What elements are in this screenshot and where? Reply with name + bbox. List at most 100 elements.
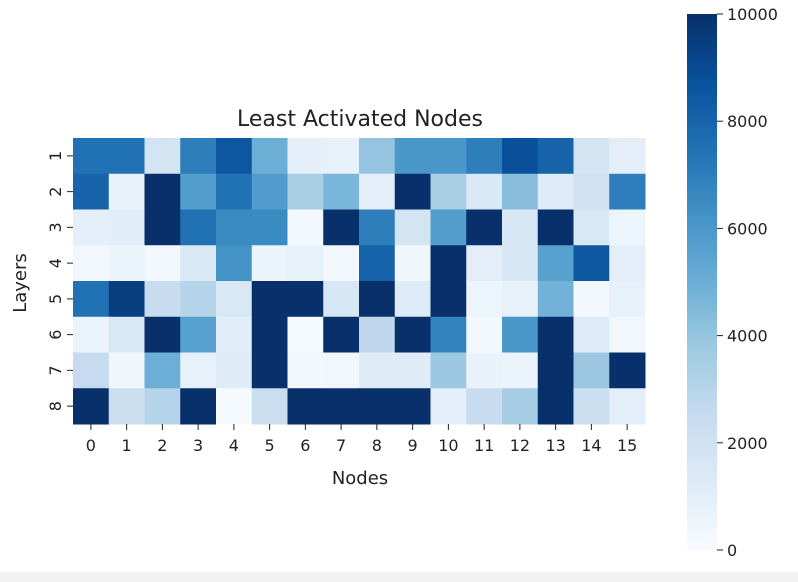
heatmap-cell [466, 245, 503, 282]
heatmap-cell [466, 316, 503, 353]
heatmap-cell [323, 245, 360, 282]
heatmap-cell [609, 209, 646, 246]
heatmap-cell [466, 352, 503, 389]
heatmap-cell [180, 281, 217, 318]
heatmap-cell [394, 209, 431, 246]
heatmap-cell [430, 173, 467, 210]
heatmap-cell [216, 173, 253, 210]
heatmap-cell [609, 352, 646, 389]
heatmap-cell [144, 388, 181, 425]
heatmap-cell [216, 316, 253, 353]
y-tick-label: 3 [46, 222, 65, 232]
heatmap-cell [430, 138, 467, 175]
heatmap-cell [394, 316, 431, 353]
colorbar-tick-label: 8000 [727, 112, 768, 131]
heatmap-cell [573, 138, 610, 175]
heatmap-cell [251, 245, 288, 282]
heatmap-cell [251, 138, 288, 175]
heatmap-cell [430, 281, 467, 318]
heatmap-cell [323, 209, 360, 246]
heatmap-cell [144, 281, 181, 318]
heatmap-cell [394, 281, 431, 318]
heatmap-cell [251, 209, 288, 246]
heatmap-cell [537, 173, 574, 210]
heatmap-cell [323, 138, 360, 175]
heatmap-cell [430, 316, 467, 353]
heatmap-cell [287, 316, 324, 353]
heatmap-cell [180, 316, 217, 353]
heatmap-cell [73, 173, 110, 210]
heatmap-cell [73, 245, 110, 282]
heatmap-cell [359, 281, 396, 318]
heatmap-cell [609, 388, 646, 425]
heatmap-cell [323, 316, 360, 353]
heatmap-cell [430, 245, 467, 282]
heatmap-cell [537, 316, 574, 353]
heatmap-cell [108, 316, 145, 353]
heatmap-cell [430, 352, 467, 389]
heatmap-cell [502, 316, 539, 353]
heatmap-cell [323, 352, 360, 389]
colorbar-tick-label: 2000 [727, 434, 768, 453]
heatmap-cell [144, 138, 181, 175]
heatmap-cell [573, 388, 610, 425]
heatmap-cell [323, 173, 360, 210]
heatmap-cell [287, 245, 324, 282]
heatmap-cell [430, 388, 467, 425]
heatmap-cell [394, 138, 431, 175]
heatmap-cell [573, 209, 610, 246]
heatmap-cell [108, 352, 145, 389]
y-tick-label: 7 [46, 365, 65, 375]
x-tick-label: 12 [510, 436, 530, 455]
heatmap-cell [73, 316, 110, 353]
heatmap-cell [287, 209, 324, 246]
x-tick-label: 2 [157, 436, 167, 455]
y-tick-label: 8 [46, 401, 65, 411]
heatmap-cell [251, 316, 288, 353]
heatmap-cell [180, 245, 217, 282]
heatmap-cell [216, 209, 253, 246]
heatmap-cell [609, 316, 646, 353]
heatmap-cell [180, 388, 217, 425]
heatmap-cell [73, 138, 110, 175]
heatmap-cell [609, 138, 646, 175]
heatmap-cell [502, 245, 539, 282]
heatmap-cell [537, 138, 574, 175]
heatmap-cell [108, 209, 145, 246]
heatmap-cell [180, 173, 217, 210]
x-tick-label: 1 [122, 436, 132, 455]
heatmap-cell [144, 173, 181, 210]
heatmap-cell [180, 352, 217, 389]
heatmap-cells [73, 138, 646, 425]
heatmap-cell [251, 388, 288, 425]
heatmap-cell [394, 352, 431, 389]
heatmap-cell [73, 281, 110, 318]
x-tick-label: 15 [617, 436, 637, 455]
heatmap-cell [108, 173, 145, 210]
y-tick-label: 6 [46, 330, 65, 340]
colorbar-tick-label: 10000 [727, 5, 778, 24]
x-tick-label: 11 [474, 436, 494, 455]
x-tick-label: 5 [265, 436, 275, 455]
x-tick-label: 14 [581, 436, 601, 455]
colorbar-tick-label: 6000 [727, 219, 768, 238]
y-axis-ticks: 1 2 3 4 5 6 7 8 [46, 151, 73, 411]
heatmap-cell [609, 173, 646, 210]
heatmap-cell [108, 245, 145, 282]
heatmap-cell [144, 352, 181, 389]
chart-title: Least Activated Nodes [237, 107, 483, 132]
x-tick-label: 3 [193, 436, 203, 455]
heatmap-cell [73, 352, 110, 389]
heatmap-cell [359, 388, 396, 425]
heatmap-cell [323, 388, 360, 425]
heatmap-cell [502, 209, 539, 246]
heatmap-cell [466, 281, 503, 318]
heatmap-cell [287, 173, 324, 210]
heatmap-cell [287, 388, 324, 425]
x-axis-label: Nodes [332, 468, 388, 489]
x-tick-label: 0 [86, 436, 96, 455]
heatmap-cell [180, 138, 217, 175]
heatmap-cell [73, 388, 110, 425]
y-tick-label: 5 [46, 294, 65, 304]
